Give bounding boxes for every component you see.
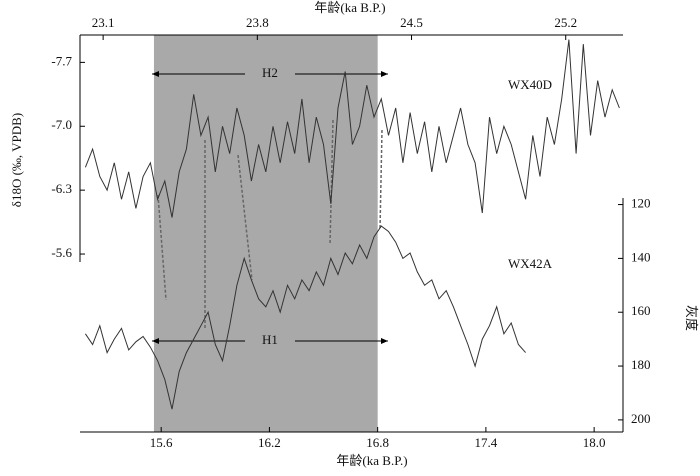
y-tick-label: -6.3 — [51, 181, 72, 196]
series-label: WX40D — [508, 77, 552, 92]
y2-tick-label: 200 — [631, 411, 651, 426]
y2-tick-label: 120 — [631, 196, 651, 211]
x2-tick-label: 23.1 — [92, 15, 115, 30]
annotation: H2 — [262, 65, 278, 80]
series-line — [84, 225, 526, 410]
x2-axis-label: 年龄(ka B.P.) — [314, 0, 385, 15]
x2-tick-label: 25.2 — [554, 15, 577, 30]
y2-tick-label: 160 — [631, 303, 651, 318]
x-axis-label: 年龄(ka B.P.) — [336, 453, 407, 468]
y-tick-label: -7.0 — [51, 117, 72, 132]
x2-tick-label: 24.5 — [400, 15, 423, 30]
x2-tick-label: 23.8 — [246, 15, 269, 30]
x-tick-label: 17.4 — [475, 435, 498, 450]
series-line — [84, 39, 620, 218]
correlation-line — [237, 154, 253, 281]
y-tick-label: -7.7 — [51, 53, 72, 68]
annotation: H1 — [262, 332, 278, 347]
y2-tick-label: 140 — [631, 249, 651, 264]
x-tick-label: 15.6 — [150, 435, 173, 450]
series-label: WX42A — [508, 256, 553, 271]
y2-axis-label: 灰度 — [684, 305, 699, 331]
highlight-band — [153, 35, 378, 432]
correlation-line — [379, 129, 383, 231]
correlation-line — [157, 194, 167, 301]
correlation-line — [329, 119, 334, 246]
y2-tick-label: 180 — [631, 357, 651, 372]
x-tick-label: 16.8 — [366, 435, 389, 450]
x-tick-label: 16.2 — [258, 435, 281, 450]
y-axis-label: δ18O (‰, VPDB) — [9, 113, 24, 207]
x-tick-label: 18.0 — [583, 435, 606, 450]
y-tick-label: -5.6 — [51, 245, 72, 260]
